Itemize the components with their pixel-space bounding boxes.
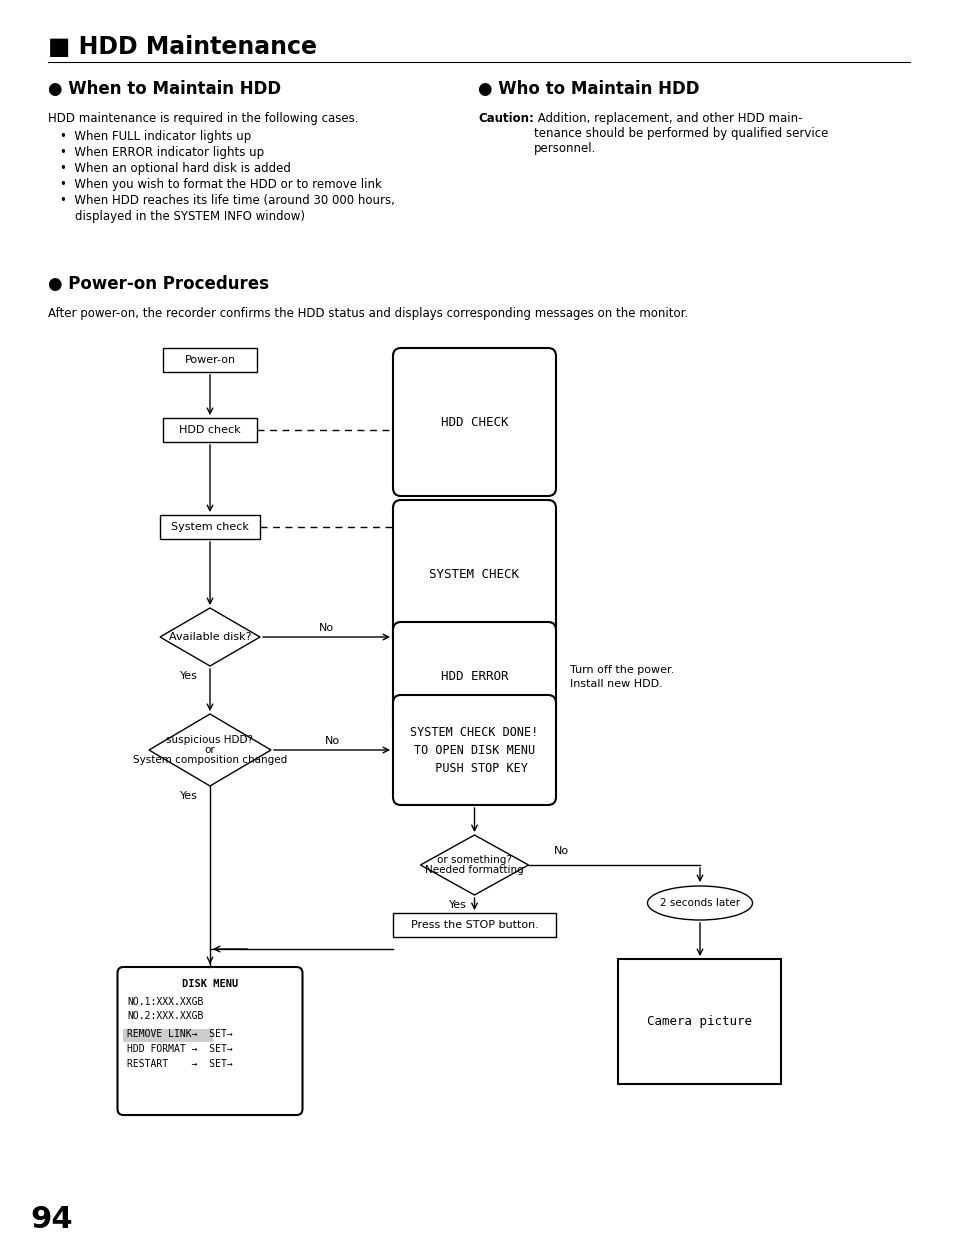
- Text: or: or: [204, 745, 215, 755]
- Text: SYSTEM CHECK DONE!
TO OPEN DISK MENU
  PUSH STOP KEY: SYSTEM CHECK DONE! TO OPEN DISK MENU PUS…: [410, 725, 538, 774]
- Polygon shape: [420, 835, 528, 896]
- FancyBboxPatch shape: [393, 622, 556, 732]
- FancyBboxPatch shape: [393, 695, 556, 805]
- Text: Press the STOP button.: Press the STOP button.: [410, 920, 537, 930]
- Text: Needed formatting: Needed formatting: [425, 865, 523, 875]
- Text: DISK MENU: DISK MENU: [182, 978, 238, 990]
- Bar: [393, 913, 556, 936]
- Text: •  When HDD reaches its life time (around 30 000 hours,: • When HDD reaches its life time (around…: [60, 194, 395, 207]
- Text: ■ HDD Maintenance: ■ HDD Maintenance: [48, 35, 316, 59]
- Text: •  When ERROR indicator lights up: • When ERROR indicator lights up: [60, 146, 264, 160]
- Text: 2 seconds later: 2 seconds later: [659, 898, 740, 908]
- Text: System composition changed: System composition changed: [132, 755, 287, 764]
- Text: Addition, replacement, and other HDD main-
tenance should be performed by qualif: Addition, replacement, and other HDD mai…: [534, 113, 827, 155]
- FancyBboxPatch shape: [393, 500, 556, 648]
- Text: HDD check: HDD check: [179, 426, 240, 435]
- Text: Yes: Yes: [180, 790, 198, 802]
- Polygon shape: [149, 714, 271, 785]
- Text: •  When you wish to format the HDD or to remove link: • When you wish to format the HDD or to …: [60, 178, 381, 190]
- Text: Yes: Yes: [180, 670, 198, 682]
- Text: SYSTEM CHECK: SYSTEM CHECK: [429, 568, 519, 580]
- Text: •  When FULL indicator lights up: • When FULL indicator lights up: [60, 130, 251, 143]
- Text: Available disk?: Available disk?: [169, 632, 251, 642]
- Bar: [618, 959, 781, 1084]
- Text: suspicious HDD?: suspicious HDD?: [167, 735, 253, 745]
- Text: ● Who to Maintain HDD: ● Who to Maintain HDD: [477, 80, 699, 98]
- Text: •  When an optional hard disk is added: • When an optional hard disk is added: [60, 162, 291, 174]
- FancyBboxPatch shape: [393, 348, 556, 496]
- Text: NO.1:XXX.XXGB
NO.2:XXX.XXGB: NO.1:XXX.XXGB NO.2:XXX.XXGB: [128, 997, 204, 1021]
- Polygon shape: [160, 609, 260, 666]
- Text: displayed in the SYSTEM INFO window): displayed in the SYSTEM INFO window): [60, 210, 305, 223]
- Bar: [123, 1029, 213, 1042]
- Text: No: No: [318, 623, 334, 633]
- Text: REMOVE LINK→  SET→
HDD FORMAT →  SET→
RESTART    →  SET→: REMOVE LINK→ SET→ HDD FORMAT → SET→ REST…: [128, 1029, 233, 1070]
- Text: HDD CHECK: HDD CHECK: [440, 416, 508, 428]
- Text: HDD maintenance is required in the following cases.: HDD maintenance is required in the follo…: [48, 113, 358, 125]
- Text: or something?: or something?: [436, 855, 512, 865]
- Text: No: No: [324, 736, 339, 746]
- Text: 94: 94: [30, 1205, 72, 1235]
- Text: After power-on, the recorder confirms the HDD status and displays corresponding : After power-on, the recorder confirms th…: [48, 307, 687, 320]
- Text: Turn off the power.
Install new HDD.: Turn off the power. Install new HDD.: [569, 666, 674, 689]
- Text: ● Power-on Procedures: ● Power-on Procedures: [48, 275, 269, 293]
- Text: Power-on: Power-on: [184, 355, 235, 365]
- Text: Camera picture: Camera picture: [647, 1016, 752, 1028]
- Text: ● When to Maintain HDD: ● When to Maintain HDD: [48, 80, 281, 98]
- Text: HDD ERROR: HDD ERROR: [440, 670, 508, 684]
- Bar: [160, 515, 260, 539]
- FancyBboxPatch shape: [117, 967, 302, 1115]
- Bar: [163, 418, 256, 442]
- Text: System check: System check: [171, 522, 249, 532]
- Text: No: No: [553, 846, 568, 856]
- Ellipse shape: [647, 886, 752, 920]
- Bar: [163, 348, 256, 372]
- Text: Caution:: Caution:: [477, 113, 534, 125]
- Text: Yes: Yes: [448, 901, 466, 910]
